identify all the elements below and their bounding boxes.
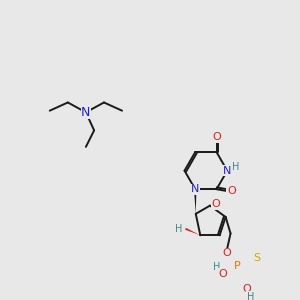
Text: O: O [227,186,236,196]
Text: O: O [212,199,220,209]
Text: O: O [243,284,251,294]
Text: N: N [223,166,231,176]
Text: S: S [253,253,260,263]
Text: P: P [234,261,241,271]
Text: H: H [232,162,239,172]
Text: O: O [222,248,231,258]
Text: H: H [213,262,220,272]
Text: N: N [191,184,200,194]
Text: N: N [81,106,91,119]
Text: H: H [247,292,254,300]
Text: O: O [218,269,227,279]
Text: H: H [175,224,183,234]
Text: O: O [212,132,221,142]
Polygon shape [185,228,200,235]
Polygon shape [194,189,196,214]
